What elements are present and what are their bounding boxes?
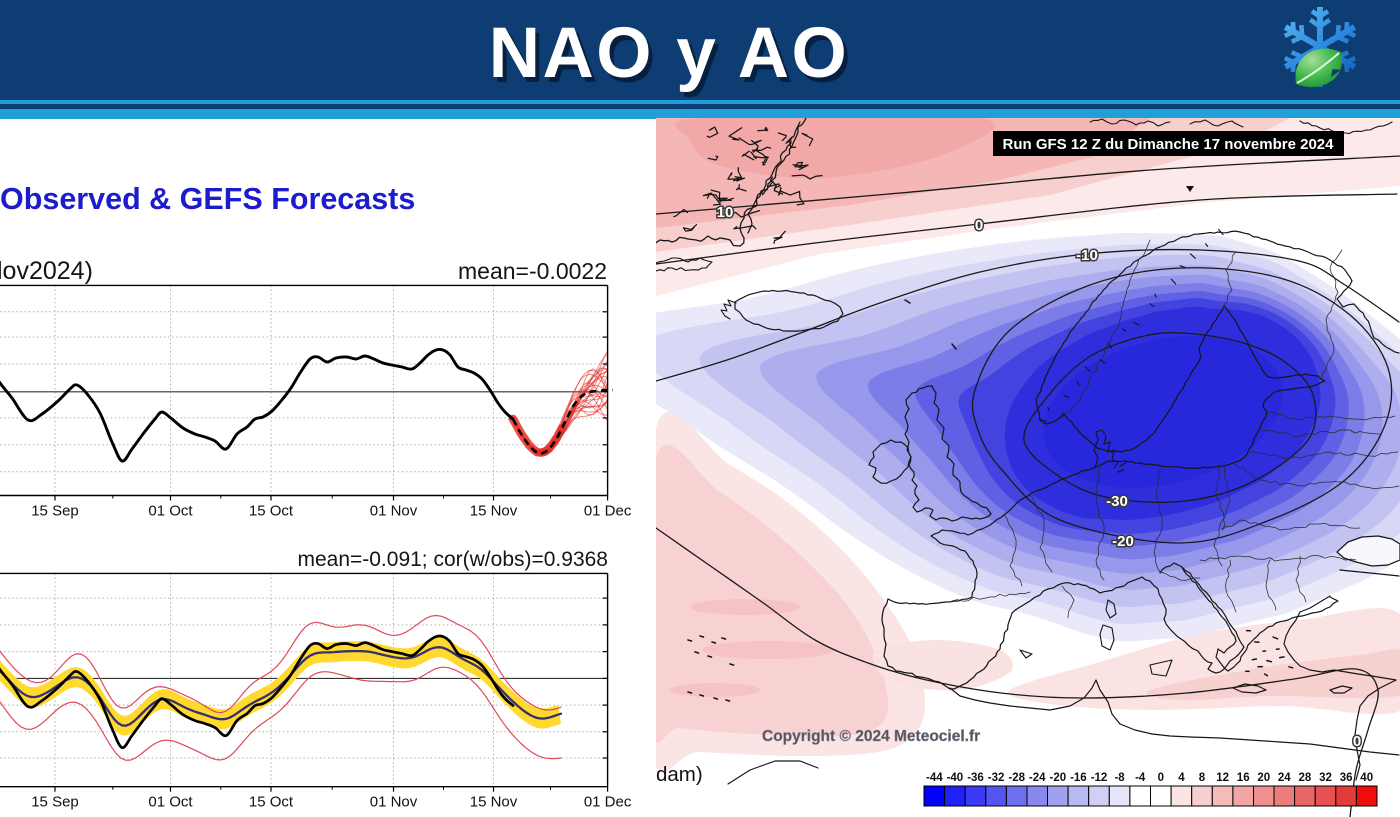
svg-text:01 Dec: 01 Dec [584, 794, 632, 811]
svg-text:0: 0 [1158, 772, 1164, 784]
svg-text:-40: -40 [947, 772, 964, 784]
svg-text:24: 24 [1278, 772, 1291, 784]
svg-text:8: 8 [1199, 772, 1206, 784]
svg-text:20: 20 [1257, 772, 1270, 784]
svg-text:-20: -20 [1049, 772, 1066, 784]
svg-text:Observed & GEFS Forecasts: Observed & GEFS Forecasts [0, 182, 415, 216]
svg-text:40: 40 [1360, 772, 1373, 784]
svg-text:-24: -24 [1029, 772, 1046, 784]
svg-text:-12: -12 [1091, 772, 1108, 784]
svg-text:0: 0 [1353, 733, 1361, 750]
svg-text:-36: -36 [967, 772, 984, 784]
svg-text:-44: -44 [926, 772, 943, 784]
svg-text:01 Oct: 01 Oct [148, 503, 193, 520]
svg-text:4: 4 [1178, 772, 1185, 784]
svg-text:36: 36 [1340, 772, 1353, 784]
svg-text:01 Oct: 01 Oct [148, 794, 193, 811]
svg-text:10: 10 [717, 204, 734, 221]
svg-text:01 Nov: 01 Nov [370, 503, 418, 520]
svg-text:16: 16 [1237, 772, 1250, 784]
svg-text:-28: -28 [1008, 772, 1025, 784]
svg-text:15 Nov: 15 Nov [470, 794, 518, 811]
svg-text:-30: -30 [1106, 493, 1128, 510]
svg-text:15 Oct: 15 Oct [249, 794, 294, 811]
svg-text:-10: -10 [1076, 247, 1098, 264]
svg-text:12: 12 [1216, 772, 1229, 784]
svg-text:mean=-0.091; cor(w/obs)=0.9368: mean=-0.091; cor(w/obs)=0.9368 [297, 548, 608, 571]
svg-text:lov2024): lov2024) [0, 257, 93, 285]
svg-text:28: 28 [1299, 772, 1312, 784]
svg-text:15 Oct: 15 Oct [249, 503, 294, 520]
svg-text:01 Dec: 01 Dec [584, 503, 632, 520]
svg-text:-20: -20 [1112, 533, 1134, 550]
svg-text:01 Nov: 01 Nov [370, 794, 418, 811]
svg-text:mean=-0.0022: mean=-0.0022 [458, 258, 607, 284]
svg-text:-4: -4 [1135, 772, 1146, 784]
svg-text:Run GFS 12 Z du Dimanche 17 no: Run GFS 12 Z du Dimanche 17 novembre 202… [1003, 136, 1335, 153]
svg-text:-8: -8 [1114, 772, 1125, 784]
svg-text:15 Sep: 15 Sep [31, 503, 79, 520]
svg-text:32: 32 [1319, 772, 1332, 784]
svg-text:dam): dam) [656, 763, 703, 786]
svg-text:15 Nov: 15 Nov [470, 503, 518, 520]
svg-text:Copyright © 2024 Meteociel.fr: Copyright © 2024 Meteociel.fr [762, 728, 980, 745]
svg-text:-32: -32 [988, 772, 1005, 784]
svg-text:15 Sep: 15 Sep [31, 794, 79, 811]
svg-text:0: 0 [975, 217, 983, 234]
svg-text:-16: -16 [1070, 772, 1087, 784]
